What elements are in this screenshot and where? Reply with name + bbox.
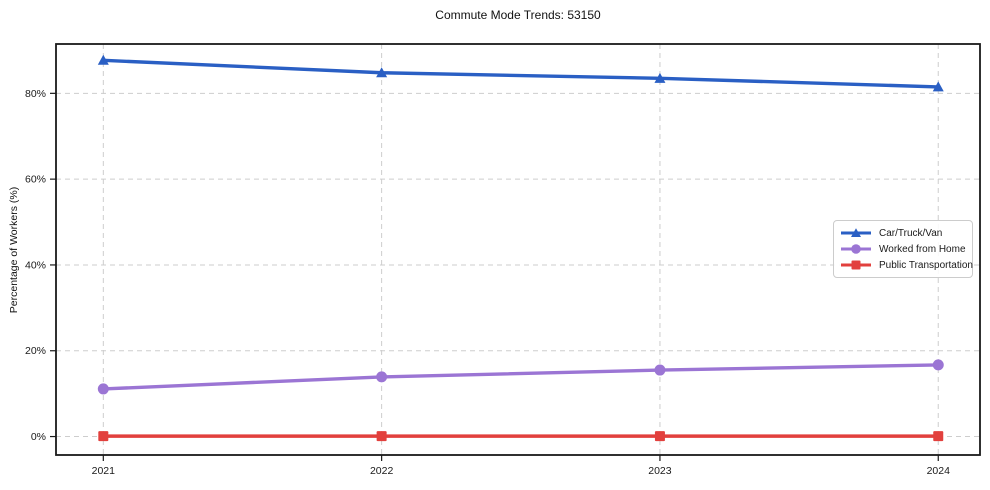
square-marker-swatch-icon	[841, 260, 871, 270]
x-tick-label: 2023	[648, 465, 672, 477]
legend-label: Worked from Home	[879, 243, 966, 255]
chart-title: Commute Mode Trends: 53150	[435, 8, 601, 22]
legend-item-public-transportation[interactable]: Public Transportation	[840, 259, 973, 271]
data-point-marker	[654, 431, 665, 442]
y-tick-label: 0%	[31, 431, 46, 443]
legend: Car/Truck/Van Worked from Home Public Tran…	[833, 220, 973, 278]
data-point-marker	[97, 54, 109, 65]
y-tick-label: 60%	[25, 174, 46, 186]
data-point-marker	[376, 67, 388, 78]
legend-label: Car/Truck/Van	[879, 227, 943, 239]
data-point-marker	[98, 431, 109, 442]
x-tick-label: 2024	[927, 465, 951, 477]
y-tick-label: 40%	[25, 259, 46, 271]
data-point-marker	[932, 81, 944, 92]
data-point-marker	[376, 431, 387, 442]
x-tick-label: 2021	[92, 465, 116, 477]
circle-marker-swatch-icon	[841, 244, 871, 254]
y-tick-label: 80%	[25, 88, 46, 100]
data-point-marker	[654, 72, 666, 83]
legend-label: Public Transportation	[879, 259, 973, 271]
data-point-marker	[932, 359, 944, 371]
data-point-marker	[654, 364, 666, 376]
legend-item-car-truck-van[interactable]: Car/Truck/Van	[840, 227, 966, 239]
series-line-car-truck-van	[101, 58, 940, 89]
plot-border	[55, 43, 981, 456]
series-line-worked-from-home	[101, 363, 940, 391]
legend-item-worked-from-home[interactable]: Worked from Home	[840, 243, 966, 255]
triangle-marker-swatch-icon	[841, 228, 871, 237]
data-point-marker	[933, 431, 944, 442]
y-tick-label: 20%	[25, 345, 46, 357]
x-tick-label: 2022	[370, 465, 394, 477]
data-point-marker	[97, 383, 109, 395]
data-point-marker	[376, 371, 388, 383]
